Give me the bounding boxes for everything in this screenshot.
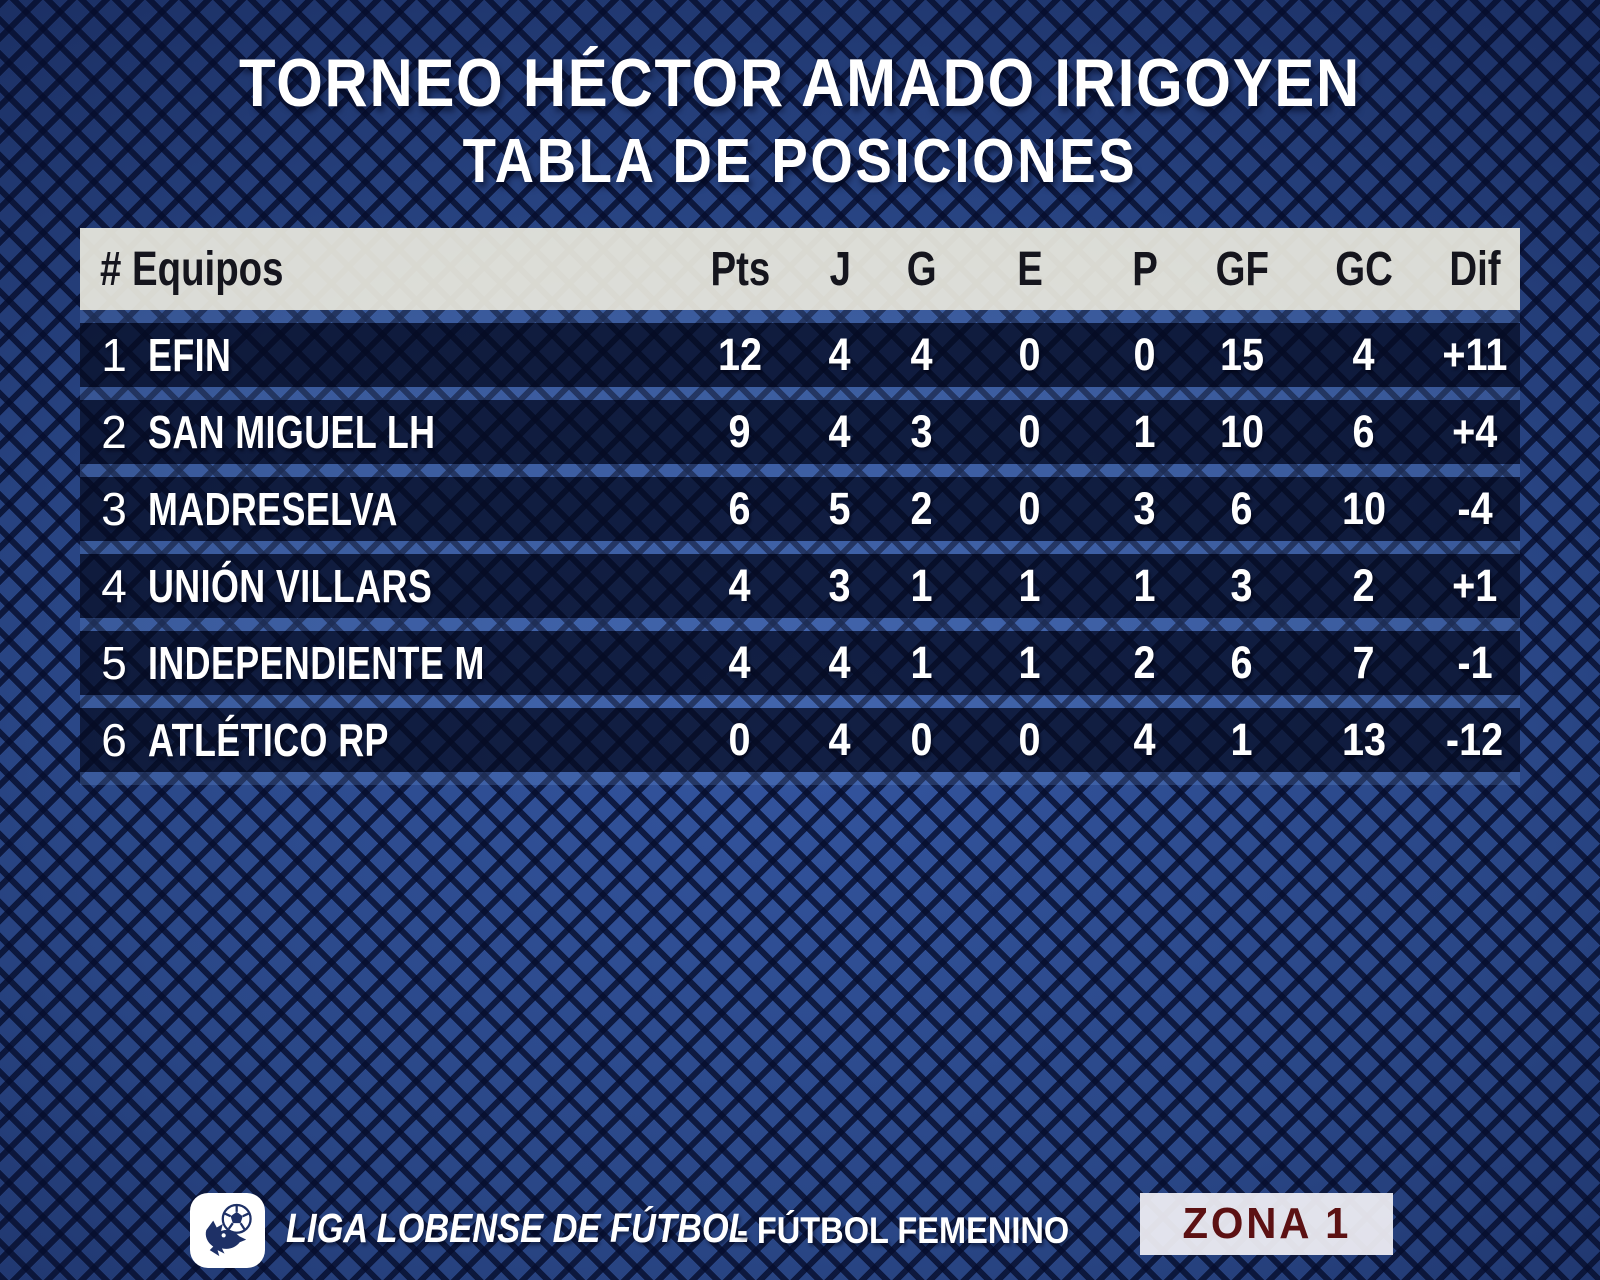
stat-gc: 10 [1341, 483, 1387, 534]
stat-e: 1 [1018, 637, 1042, 688]
stat-gf: 6 [1230, 483, 1254, 534]
stat-p: 1 [1133, 560, 1157, 611]
table-row: 5 INDEPENDIENTE M 4 4 1 1 2 6 7 -1 [80, 631, 1520, 695]
table-row: 3 MADRESELVA 6 5 2 0 3 6 10 -4 [80, 477, 1520, 541]
stat-g: 2 [910, 483, 934, 534]
stat-e: 0 [1018, 714, 1042, 765]
column-header-e: E [1017, 242, 1043, 296]
stat-gc: 7 [1352, 637, 1376, 688]
stat-pts: 4 [728, 637, 752, 688]
stat-gc: 2 [1352, 560, 1376, 611]
column-header-p: P [1132, 242, 1158, 296]
table-row: 4 UNIÓN VILLARS 4 3 1 1 1 3 2 +1 [80, 554, 1520, 618]
stat-pts: 12 [717, 329, 763, 380]
stat-e: 0 [1018, 406, 1042, 457]
league-name: LIGA LOBENSE DE FÚTBOL [286, 1205, 750, 1251]
column-header-pts: Pts [710, 242, 770, 296]
stat-gf: 3 [1230, 560, 1254, 611]
stat-gf: 1 [1230, 714, 1254, 765]
stat-dif: -1 [1457, 637, 1493, 688]
position-cell: 5 [101, 637, 127, 689]
position-cell: 2 [101, 406, 127, 458]
stat-gc: 13 [1341, 714, 1387, 765]
stat-p: 3 [1133, 483, 1157, 534]
table-row: 2 SAN MIGUEL LH 9 4 3 0 1 10 6 +4 [80, 400, 1520, 464]
stat-dif: -4 [1457, 483, 1493, 534]
team-name: MADRESELVA [148, 483, 398, 535]
stat-g: 1 [910, 637, 934, 688]
stat-pts: 0 [728, 714, 752, 765]
stat-e: 0 [1018, 329, 1042, 380]
column-header-g: G [907, 242, 937, 296]
stat-gf: 10 [1219, 406, 1265, 457]
column-header-gc: GC [1335, 242, 1393, 296]
stat-pts: 4 [728, 560, 752, 611]
position-cell: 1 [101, 329, 127, 381]
table-row: 6 ATLÉTICO RP 0 4 0 0 4 1 13 -12 [80, 708, 1520, 772]
stat-pts: 6 [728, 483, 752, 534]
category-label: - FÚTBOL FEMENINO [737, 1210, 1070, 1251]
stat-p: 4 [1133, 714, 1157, 765]
league-logo [190, 1193, 265, 1268]
column-header-j: J [829, 242, 851, 296]
table-header-row: # Equipos Pts J G E P GF GC Dif [80, 228, 1520, 310]
position-cell: 6 [101, 714, 127, 766]
stat-g: 3 [910, 406, 934, 457]
team-name: EFIN [148, 329, 232, 381]
team-name: SAN MIGUEL LH [148, 406, 436, 458]
table-row: 1 EFIN 12 4 4 0 0 15 4 +11 [80, 323, 1520, 387]
stat-j: 5 [828, 483, 852, 534]
standings-table: # Equipos Pts J G E P GF GC Dif 1 EFIN 1… [80, 228, 1520, 785]
stat-dif: -12 [1446, 714, 1504, 765]
team-name: ATLÉTICO RP [148, 714, 389, 766]
zone-badge: ZONA 1 [1140, 1193, 1393, 1255]
footer: LIGA LOBENSE DE FÚTBOL - FÚTBOL FEMENINO… [0, 1193, 1600, 1273]
team-name: UNIÓN VILLARS [148, 560, 433, 612]
stat-pts: 9 [728, 406, 752, 457]
tournament-title: TORNEO HÉCTOR AMADO IRIGOYEN [238, 45, 1362, 121]
team-name: INDEPENDIENTE M [148, 637, 485, 689]
stat-gf: 15 [1219, 329, 1265, 380]
stat-dif: +1 [1452, 560, 1498, 611]
position-cell: 3 [101, 483, 127, 535]
stat-j: 4 [828, 714, 852, 765]
zone-label: ZONA 1 [1182, 1199, 1351, 1248]
stat-p: 1 [1133, 406, 1157, 457]
stat-j: 3 [828, 560, 852, 611]
column-header-equipos: # Equipos [100, 242, 284, 296]
position-cell: 4 [101, 560, 127, 612]
stat-p: 0 [1133, 329, 1157, 380]
column-header-gf: GF [1215, 242, 1269, 296]
column-header-dif: Dif [1449, 242, 1501, 296]
stat-e: 0 [1018, 483, 1042, 534]
stat-p: 2 [1133, 637, 1157, 688]
stat-j: 4 [828, 406, 852, 457]
stat-j: 4 [828, 329, 852, 380]
stat-gc: 6 [1352, 406, 1376, 457]
stat-dif: +4 [1452, 406, 1498, 457]
stat-g: 1 [910, 560, 934, 611]
stat-gf: 6 [1230, 637, 1254, 688]
stat-j: 4 [828, 637, 852, 688]
stat-g: 0 [910, 714, 934, 765]
stat-g: 4 [910, 329, 934, 380]
wolf-soccer-ball-icon [205, 1203, 252, 1256]
stat-gc: 4 [1352, 329, 1376, 380]
stat-e: 1 [1018, 560, 1042, 611]
stat-dif: +11 [1442, 329, 1508, 380]
table-subtitle: TABLA DE POSICIONES [462, 127, 1138, 196]
